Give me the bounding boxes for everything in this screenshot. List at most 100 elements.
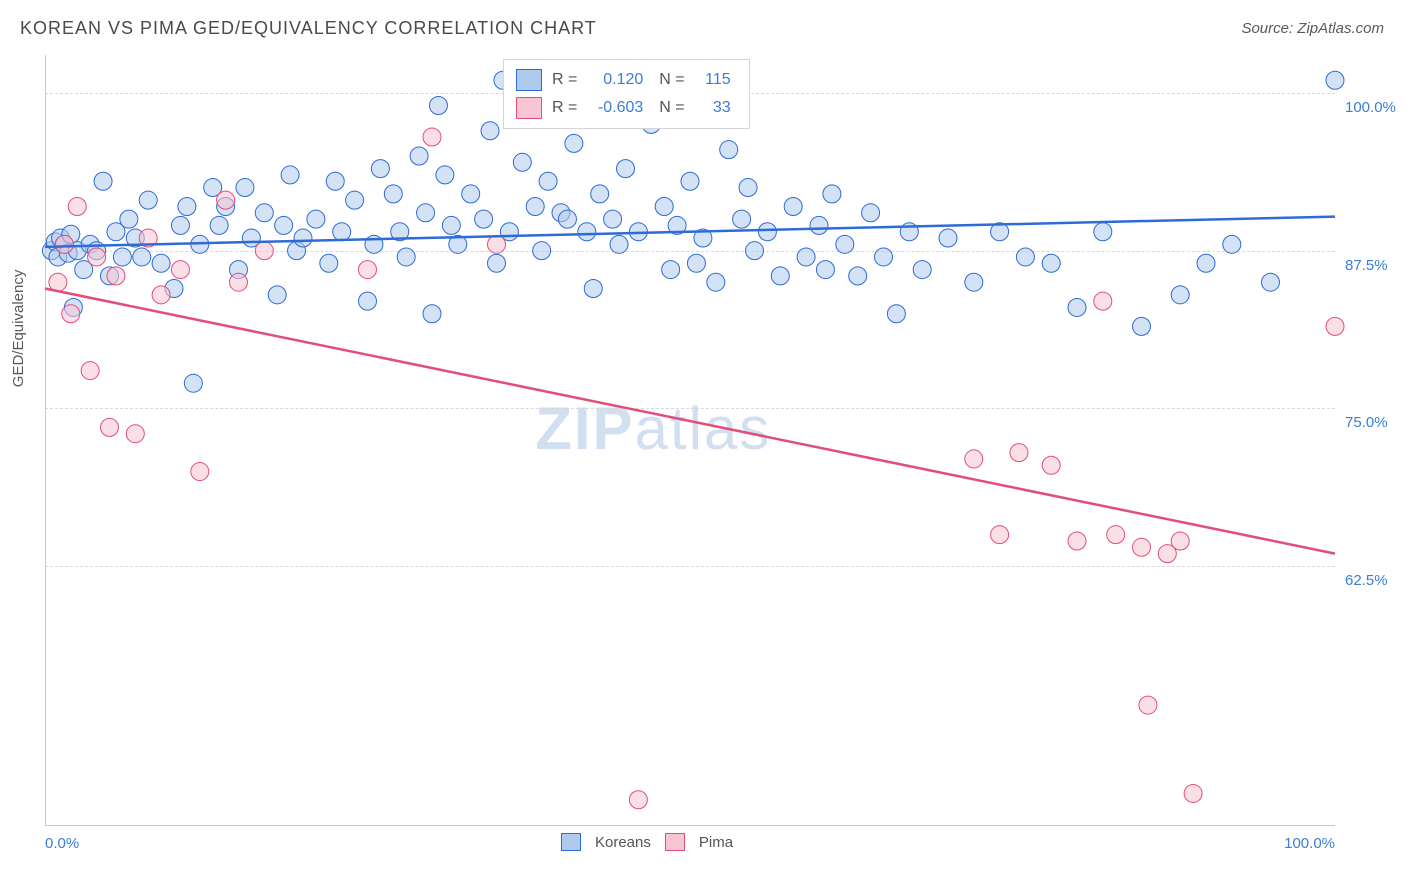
data-point	[1094, 292, 1112, 310]
data-point	[326, 172, 344, 190]
data-point	[397, 248, 415, 266]
data-point	[217, 191, 235, 209]
data-point	[565, 134, 583, 152]
data-point	[913, 261, 931, 279]
data-point	[1184, 784, 1202, 802]
data-point	[107, 267, 125, 285]
data-point	[429, 96, 447, 114]
legend-row: R =0.120N =115	[516, 66, 737, 94]
data-point	[133, 248, 151, 266]
data-point	[604, 210, 622, 228]
data-point	[88, 248, 106, 266]
legend-n-label: N =	[659, 71, 684, 89]
data-point	[1068, 532, 1086, 550]
data-point	[591, 185, 609, 203]
data-point	[255, 242, 273, 260]
data-point	[346, 191, 364, 209]
x-tick-label: 0.0%	[45, 835, 79, 852]
data-point	[320, 254, 338, 272]
data-point	[417, 204, 435, 222]
data-point	[255, 204, 273, 222]
legend-row: R =-0.603N =33	[516, 94, 737, 122]
data-point	[687, 254, 705, 272]
y-tick-label: 87.5%	[1345, 257, 1405, 274]
data-point	[1223, 235, 1241, 253]
data-point	[1171, 532, 1189, 550]
data-point	[1042, 254, 1060, 272]
data-point	[836, 235, 854, 253]
correlation-legend: R =0.120N =115R =-0.603N =33	[503, 59, 750, 129]
data-point	[210, 216, 228, 234]
data-point	[1016, 248, 1034, 266]
data-point	[113, 248, 131, 266]
x-tick-label: 100.0%	[1284, 835, 1335, 852]
data-point	[758, 223, 776, 241]
data-point	[410, 147, 428, 165]
data-point	[558, 210, 576, 228]
legend-r-value: -0.603	[583, 99, 643, 117]
data-point	[68, 197, 86, 215]
legend-series-label: Koreans	[595, 834, 651, 851]
data-point	[1262, 273, 1280, 291]
data-point	[152, 286, 170, 304]
data-point	[1010, 444, 1028, 462]
x-axis-line	[45, 825, 1335, 826]
legend-swatch	[665, 833, 685, 851]
legend-n-value: 33	[691, 99, 731, 117]
data-point	[423, 128, 441, 146]
data-point	[120, 210, 138, 228]
data-point	[94, 172, 112, 190]
legend-swatch	[561, 833, 581, 851]
data-point	[1042, 456, 1060, 474]
data-point	[784, 197, 802, 215]
chart-title: KOREAN VS PIMA GED/EQUIVALENCY CORRELATI…	[20, 18, 597, 39]
data-point	[1068, 298, 1086, 316]
data-point	[849, 267, 867, 285]
data-point	[359, 292, 377, 310]
data-point	[526, 197, 544, 215]
data-point	[139, 191, 157, 209]
data-point	[62, 305, 80, 323]
scatter-plot: ZIPatlas 62.5%75.0%87.5%100.0%0.0%100.0%	[45, 55, 1335, 825]
data-point	[423, 305, 441, 323]
data-point	[823, 185, 841, 203]
data-point	[1094, 223, 1112, 241]
legend-swatch	[516, 97, 542, 119]
data-point	[275, 216, 293, 234]
trend-line	[45, 217, 1335, 247]
data-point	[965, 273, 983, 291]
data-point	[771, 267, 789, 285]
legend-n-value: 115	[691, 71, 731, 89]
data-point	[875, 248, 893, 266]
data-point	[533, 242, 551, 260]
data-point	[384, 185, 402, 203]
y-tick-label: 62.5%	[1345, 572, 1405, 589]
data-point	[578, 223, 596, 241]
data-point	[991, 526, 1009, 544]
data-point	[939, 229, 957, 247]
data-point	[629, 791, 647, 809]
data-point	[126, 425, 144, 443]
data-point	[965, 450, 983, 468]
data-point	[1326, 317, 1344, 335]
data-point	[862, 204, 880, 222]
data-point	[442, 216, 460, 234]
data-point	[281, 166, 299, 184]
legend-r-label: R =	[552, 71, 577, 89]
y-tick-label: 100.0%	[1345, 99, 1405, 116]
data-point	[178, 197, 196, 215]
data-point	[584, 280, 602, 298]
data-point	[488, 235, 506, 253]
data-point	[475, 210, 493, 228]
y-axis-label: GED/Equivalency	[10, 270, 27, 388]
data-point	[816, 261, 834, 279]
legend-series-label: Pima	[699, 834, 733, 851]
data-point	[1139, 696, 1157, 714]
data-point	[230, 273, 248, 291]
source-label: Source: ZipAtlas.com	[1241, 20, 1384, 37]
data-point	[655, 197, 673, 215]
data-point	[1107, 526, 1125, 544]
data-point	[733, 210, 751, 228]
y-tick-label: 75.0%	[1345, 414, 1405, 431]
data-point	[436, 166, 454, 184]
